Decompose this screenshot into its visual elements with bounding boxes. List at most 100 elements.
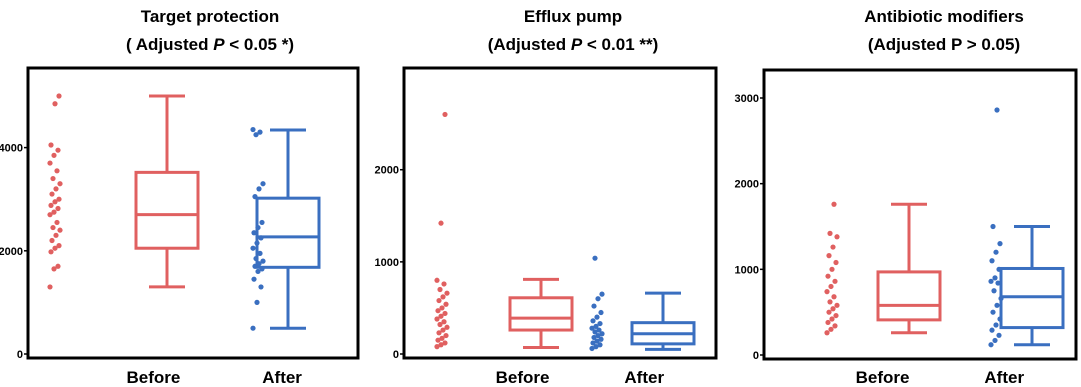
plot-frame <box>762 68 1078 361</box>
y-tick-label: 0 <box>393 349 399 361</box>
data-point <box>996 266 1002 272</box>
data-point <box>434 277 440 283</box>
data-point <box>993 249 999 255</box>
data-point <box>989 327 995 333</box>
data-point <box>988 278 994 284</box>
data-point <box>994 302 1000 308</box>
data-point <box>435 308 441 314</box>
data-point <box>833 312 839 319</box>
box-before <box>47 93 200 290</box>
data-point <box>992 337 998 344</box>
data-point <box>51 266 57 272</box>
data-point <box>49 237 55 244</box>
data-point <box>824 289 830 295</box>
data-point <box>826 253 832 259</box>
x-category-label: Before <box>126 368 180 387</box>
data-point <box>444 324 450 330</box>
data-point <box>995 280 1001 286</box>
data-point <box>992 275 998 281</box>
data-point <box>438 313 444 319</box>
data-point <box>57 227 63 233</box>
box-iqr <box>134 170 200 250</box>
data-point <box>55 147 61 153</box>
chart-subtitle: ( Adjusted P < 0.05 *) <box>126 35 294 54</box>
data-point <box>831 294 837 300</box>
data-point <box>997 316 1003 322</box>
chart-title: Efflux pump <box>524 7 622 26</box>
data-point <box>829 316 835 322</box>
data-point <box>56 93 62 99</box>
data-point <box>55 263 61 269</box>
data-point <box>252 263 258 269</box>
data-point <box>990 223 996 230</box>
y-tick-label: 1000 <box>735 264 759 276</box>
box-before <box>824 201 942 336</box>
y-tick-label: 1000 <box>375 257 399 269</box>
data-point <box>50 224 56 231</box>
data-point <box>993 322 999 328</box>
data-point <box>831 201 837 207</box>
data-point <box>55 205 61 212</box>
data-point <box>597 342 603 348</box>
data-point <box>442 310 448 317</box>
data-point <box>439 305 445 311</box>
data-point <box>989 258 995 264</box>
data-point <box>827 230 833 236</box>
data-point <box>51 152 57 158</box>
data-point <box>593 344 599 350</box>
data-point <box>53 232 59 238</box>
data-point <box>997 241 1003 247</box>
data-point <box>259 219 265 226</box>
x-category-label: After <box>624 368 664 387</box>
data-point <box>49 191 55 197</box>
x-category-label: Before <box>856 368 910 387</box>
data-point <box>47 212 53 218</box>
data-point <box>47 160 53 166</box>
data-point <box>48 202 54 208</box>
data-point <box>825 273 831 279</box>
data-point <box>598 336 604 342</box>
data-point <box>443 332 449 339</box>
box-iqr <box>508 296 574 332</box>
box-before <box>434 111 574 350</box>
data-point <box>590 318 596 324</box>
data-point <box>597 320 603 327</box>
y-tick-label: 0 <box>753 350 759 362</box>
chart-title: Antibiotic modifiers <box>864 7 1024 26</box>
data-point <box>998 295 1004 302</box>
data-point <box>589 345 595 352</box>
data-point <box>828 326 834 332</box>
data-point <box>48 142 54 148</box>
data-point <box>440 294 446 300</box>
data-point <box>599 291 605 297</box>
data-point <box>250 126 256 133</box>
data-point <box>436 330 442 336</box>
data-point <box>254 240 260 246</box>
x-category-label: Before <box>496 368 550 387</box>
data-point <box>443 301 449 307</box>
data-point <box>51 209 57 215</box>
data-point <box>251 230 257 236</box>
data-point <box>824 330 830 336</box>
data-point <box>834 234 840 240</box>
data-point <box>252 194 258 200</box>
data-point <box>592 255 598 261</box>
chart-panel-1: Target protection ( Adjusted P < 0.05 *) 0… <box>0 7 360 387</box>
data-point <box>251 276 257 282</box>
data-point <box>257 129 263 135</box>
data-point <box>596 327 602 333</box>
data-point <box>599 331 605 337</box>
data-point <box>827 299 833 305</box>
data-point <box>52 101 58 107</box>
data-point <box>591 334 597 341</box>
data-point <box>260 181 266 187</box>
data-point <box>56 243 62 249</box>
data-point <box>830 306 836 312</box>
data-point <box>829 266 835 272</box>
data-point <box>53 186 59 192</box>
chart-panel-3: Antibiotic modifiers (Adjusted P > 0.05) 0… <box>735 7 1078 387</box>
data-point <box>435 337 441 343</box>
y-tick-label: 2000 <box>0 246 23 258</box>
data-point <box>258 235 264 241</box>
